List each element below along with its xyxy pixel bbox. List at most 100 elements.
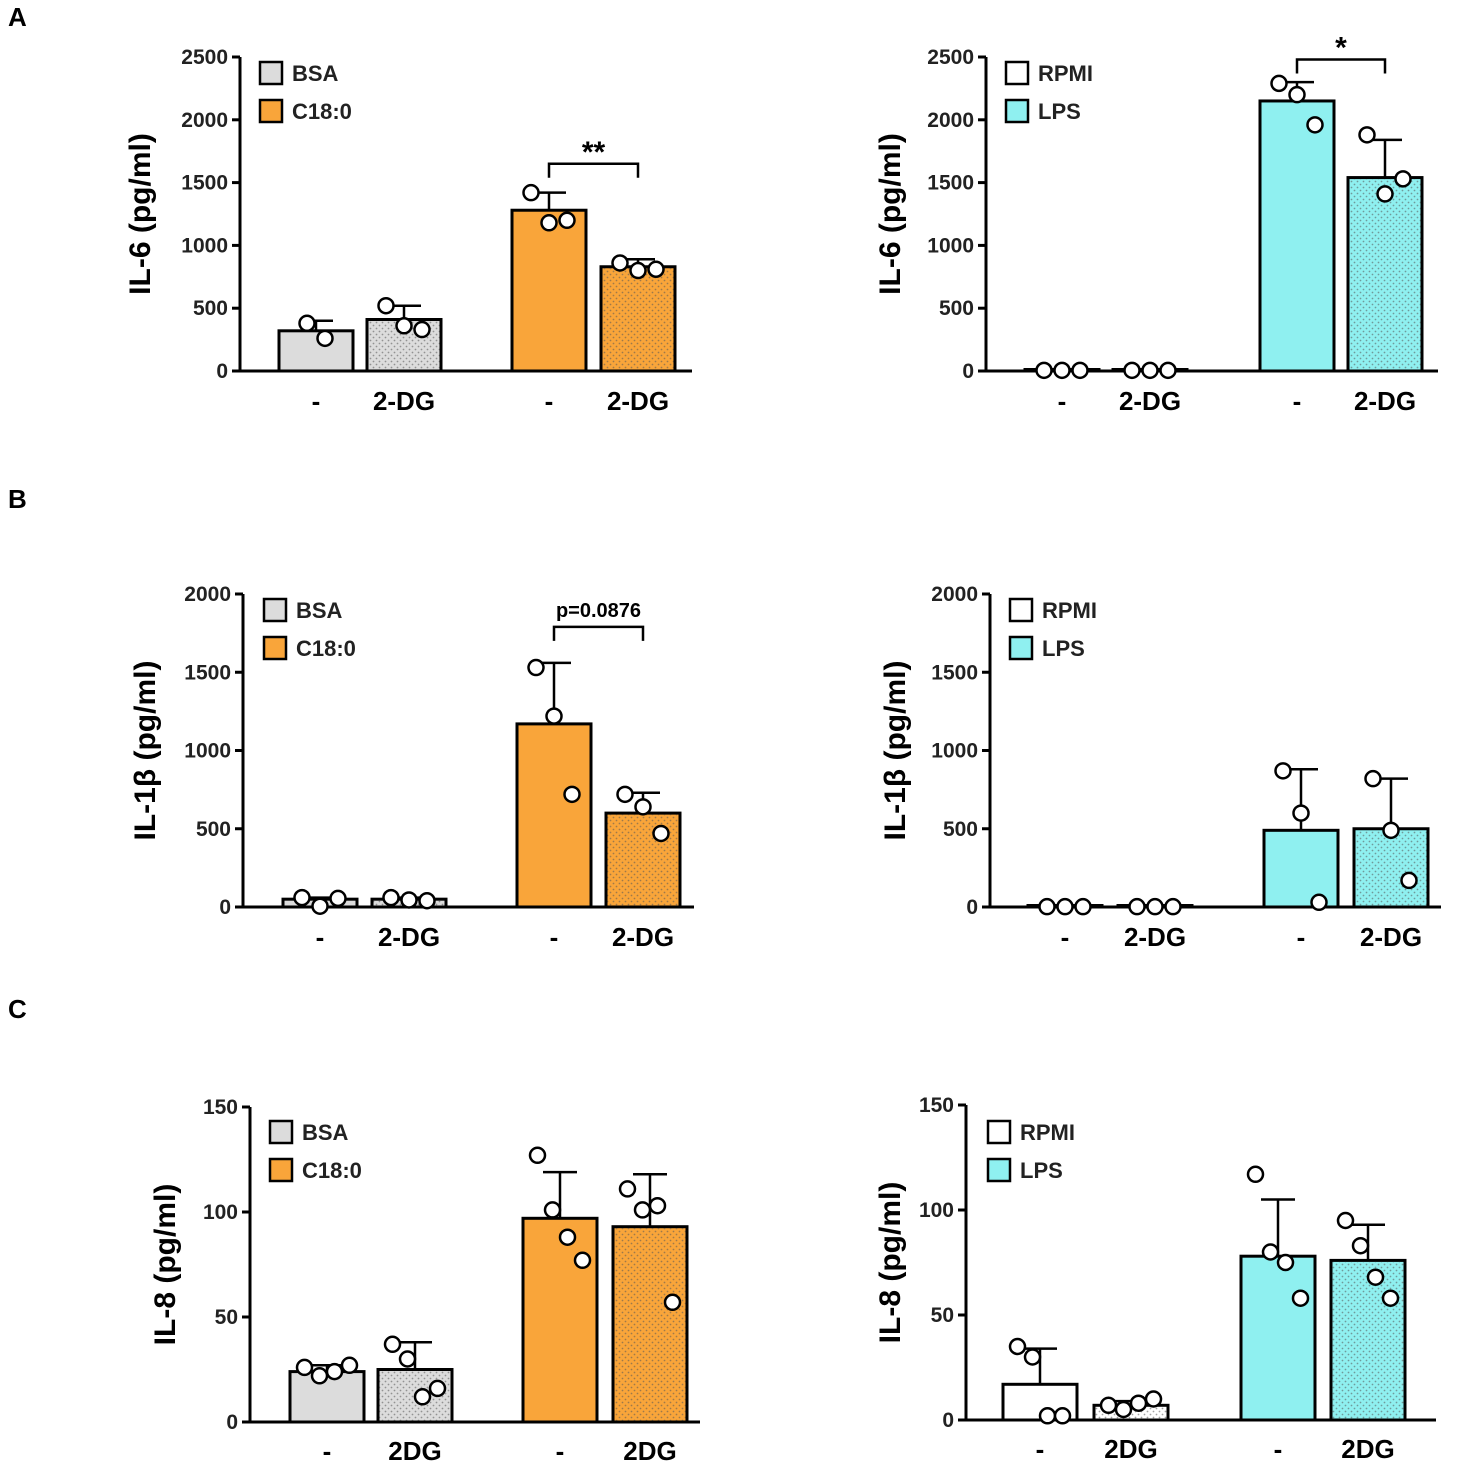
- data-point: [1159, 361, 1177, 380]
- legend-label: BSA: [302, 1120, 349, 1145]
- x-category-label: 2-DG: [612, 922, 674, 952]
- legend-label: LPS: [1038, 99, 1081, 124]
- data-point: [293, 888, 311, 907]
- legend-label: LPS: [1042, 636, 1085, 661]
- legend-swatch: [262, 597, 288, 623]
- data-point: [633, 1201, 652, 1219]
- x-category-label: 2-DG: [1354, 386, 1416, 416]
- data-point: [1053, 361, 1071, 380]
- chart-a-right: 0 500 1000 1500 2000 2500 IL-6 (pg/ml) - 2-DG - 2-…: [874, 32, 1438, 416]
- legend-label: LPS: [1020, 1158, 1063, 1183]
- data-point: [316, 329, 334, 348]
- data-point: [1053, 1407, 1072, 1425]
- data-point: [1376, 185, 1394, 203]
- data-point: [1306, 116, 1324, 134]
- y-tick-label: 2500: [927, 46, 974, 69]
- x-category-label: -: [1036, 1434, 1045, 1464]
- y-tick-label: 500: [943, 818, 978, 841]
- y-tick-label: 1500: [181, 172, 228, 195]
- bar: [521, 1216, 599, 1424]
- y-tick-label: 500: [193, 297, 228, 320]
- data-point: [310, 1367, 329, 1385]
- data-point: [1381, 1289, 1400, 1307]
- y-tick-label: 0: [962, 360, 974, 383]
- bar-dot-pattern: [1355, 830, 1427, 906]
- data-point: [1276, 1253, 1295, 1272]
- panel-label-a: A: [8, 2, 27, 32]
- x-category-label: 2-DG: [1360, 922, 1422, 952]
- data-point: [1400, 871, 1418, 890]
- legend-swatch: [986, 1157, 1012, 1183]
- data-point: [573, 1251, 592, 1270]
- y-tick-label: 100: [203, 1201, 238, 1224]
- data-point: [400, 891, 418, 909]
- x-category-label: 2DG: [623, 1436, 676, 1465]
- bar: [1258, 99, 1336, 373]
- data-point: [522, 183, 540, 202]
- legend-label: BSA: [292, 61, 339, 86]
- bar: [1239, 1254, 1317, 1422]
- x-category-label: -: [1297, 922, 1306, 952]
- x-category-label: -: [556, 1436, 565, 1465]
- data-point: [383, 1335, 402, 1354]
- legend-swatch: [1008, 635, 1034, 661]
- bar: [277, 329, 355, 373]
- data-point: [1146, 897, 1164, 916]
- y-axis-label: IL-8 (pg/ml): [874, 1182, 907, 1344]
- significance-bracket: [552, 625, 645, 641]
- data-point: [527, 658, 545, 677]
- legend-label: C18:0: [292, 99, 352, 124]
- data-point: [1035, 361, 1053, 380]
- legend-swatch: [1008, 597, 1034, 623]
- data-point: [1366, 1268, 1385, 1286]
- data-point: [1261, 1243, 1280, 1261]
- data-point: [1351, 1236, 1370, 1255]
- y-tick-label: 0: [216, 360, 228, 383]
- data-point: [1270, 74, 1288, 93]
- data-point: [1382, 821, 1400, 840]
- x-category-label: -: [316, 922, 325, 952]
- data-point: [616, 785, 634, 804]
- y-tick-label: 1000: [181, 234, 228, 257]
- data-point: [413, 1388, 432, 1406]
- data-point: [1358, 126, 1376, 144]
- legend-label: BSA: [296, 598, 343, 623]
- data-point: [1144, 1390, 1163, 1408]
- y-axis-label: IL-1β (pg/ml): [879, 661, 912, 841]
- y-tick-label: 500: [939, 297, 974, 320]
- panel-label-c: C: [8, 994, 27, 1024]
- y-tick-label: 0: [966, 896, 978, 919]
- legend-swatch: [268, 1157, 294, 1183]
- data-point: [311, 897, 329, 915]
- significance-label: *: [1335, 32, 1347, 65]
- data-point: [618, 1180, 637, 1198]
- data-point: [325, 1362, 344, 1381]
- x-category-label: 2DG: [1104, 1434, 1157, 1464]
- legend-swatch: [258, 60, 284, 86]
- x-category-label: -: [1058, 386, 1067, 416]
- y-axis-label: IL-6 (pg/ml): [874, 133, 907, 295]
- significance-bracket: [1295, 58, 1387, 74]
- data-point: [1310, 893, 1328, 912]
- y-tick-label: 1500: [931, 661, 978, 684]
- data-point: [395, 317, 413, 335]
- data-point: [1336, 1211, 1355, 1230]
- data-point: [540, 214, 558, 232]
- bar-dot-pattern: [602, 268, 674, 370]
- y-tick-label: 1000: [184, 740, 231, 763]
- y-tick-label: 2000: [931, 583, 978, 606]
- x-category-label: -: [323, 1436, 332, 1465]
- data-point: [418, 891, 436, 910]
- bar: [510, 208, 588, 373]
- data-point: [382, 888, 400, 907]
- x-category-label: 2DG: [388, 1436, 441, 1465]
- chart-b-left: 0 500 1000 1500 2000 IL-1β (pg/ml) - 2-DG - 2-DG B…: [129, 583, 694, 952]
- legend-swatch: [986, 1119, 1012, 1145]
- y-tick-label: 2000: [181, 109, 228, 132]
- data-point: [1099, 1396, 1118, 1415]
- data-point: [528, 1146, 547, 1165]
- significance-bracket: [547, 162, 640, 178]
- legend-label: C18:0: [296, 636, 356, 661]
- chart-a-left: 0 500 1000 1500 2000 2500 IL-6 (pg/ml) - 2-DG - 2-…: [124, 46, 692, 416]
